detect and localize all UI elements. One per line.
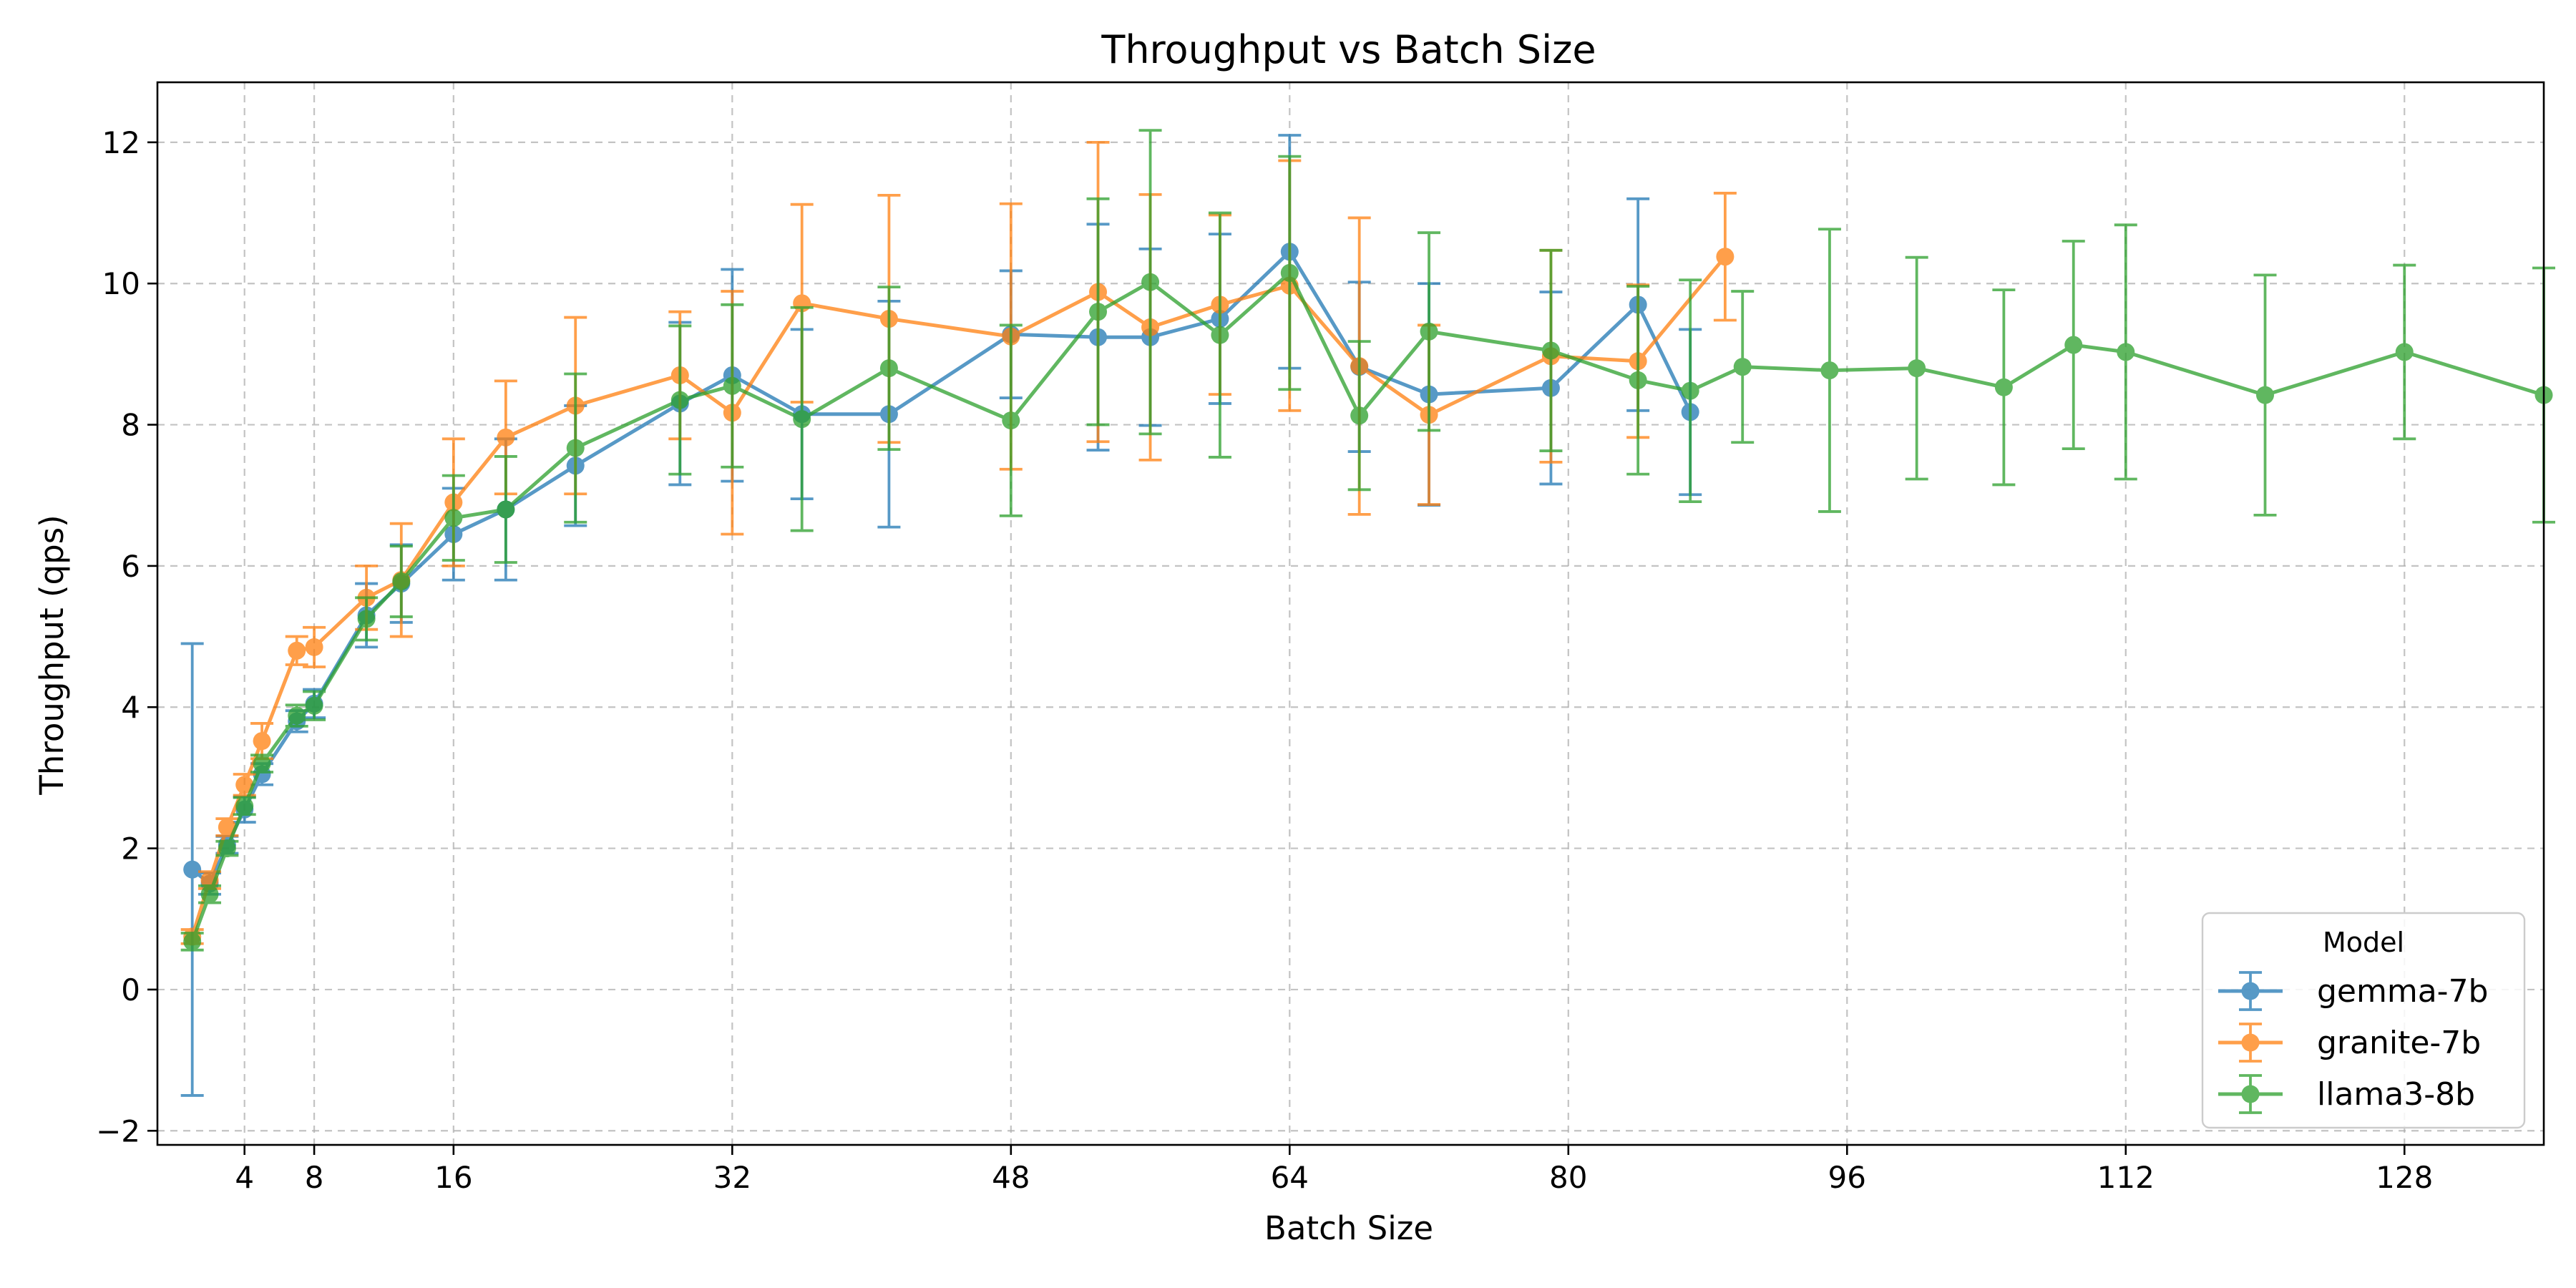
data-point: [357, 610, 376, 628]
y-tick-label: 0: [121, 972, 140, 1008]
x-tick-label: 64: [1271, 1160, 1309, 1195]
data-point: [1908, 359, 1926, 378]
x-tick-label: 80: [1549, 1160, 1587, 1195]
data-point: [1994, 378, 2013, 396]
plot-frame: [156, 81, 2545, 1146]
data-point: [497, 500, 515, 519]
legend-label: gemma-7b: [2317, 973, 2489, 1010]
x-tick-label: 96: [1828, 1160, 1866, 1195]
legend-handle: [2218, 971, 2283, 1011]
legend-label: llama3-8b: [2317, 1076, 2475, 1113]
x-tick-label: 4: [235, 1160, 254, 1195]
data-point: [305, 696, 323, 715]
legend-marker: [2241, 982, 2260, 1000]
y-tick-label: −2: [96, 1113, 140, 1148]
data-point: [1733, 358, 1752, 376]
y-axis-label: Throughput (qps): [33, 514, 71, 795]
grid-lines: [157, 82, 2544, 1145]
y-tick-label: 4: [121, 690, 140, 725]
data-point: [218, 839, 236, 858]
data-point: [1420, 322, 1438, 341]
data-point: [1681, 381, 1699, 400]
x-tick-label: 8: [305, 1160, 324, 1195]
data-point: [444, 509, 463, 527]
data-point: [305, 638, 323, 656]
y-tick-label: 2: [121, 831, 140, 867]
legend-label: granite-7b: [2317, 1025, 2481, 1061]
x-tick-label: 32: [713, 1160, 751, 1195]
y-tick-label: 10: [102, 266, 140, 301]
x-tick-label: 112: [2097, 1160, 2155, 1195]
data-point: [1820, 361, 1839, 380]
legend-handle: [2218, 1023, 2283, 1063]
x-tick-label: 48: [992, 1160, 1030, 1195]
data-point: [235, 776, 254, 794]
data-point: [218, 818, 236, 836]
data-point: [2256, 386, 2275, 404]
data-point: [1002, 411, 1020, 430]
x-axis-label: Batch Size: [1264, 1209, 1433, 1247]
x-tick-label: 128: [2376, 1160, 2433, 1195]
y-tick-label: 12: [102, 125, 140, 160]
data-point: [183, 932, 202, 951]
data-point: [288, 641, 306, 660]
legend-handle: [2218, 1074, 2283, 1114]
chart-title: Throughput vs Batch Size: [1101, 27, 1596, 72]
data-point: [1541, 341, 1560, 360]
data-point: [566, 439, 585, 457]
legend-entry-granite-7b: granite-7b: [2218, 1023, 2481, 1063]
legend-entry-llama3-8b: llama3-8b: [2218, 1074, 2475, 1114]
data-point: [183, 860, 202, 879]
data-point: [392, 572, 411, 591]
data-point: [253, 732, 271, 751]
data-point: [1629, 371, 1647, 389]
data-point: [2395, 343, 2414, 361]
data-point: [1141, 273, 1160, 291]
series-layer: [180, 129, 2555, 1097]
legend-marker: [2241, 1085, 2260, 1103]
data-point: [723, 376, 741, 395]
legend-marker: [2241, 1033, 2260, 1052]
data-point: [879, 359, 898, 378]
data-point: [1716, 248, 1735, 266]
data-point: [2064, 336, 2083, 354]
data-point: [1280, 263, 1299, 282]
legend: Model gemma-7b granite-7b llama3-8b: [2201, 912, 2526, 1129]
data-point: [1350, 406, 1369, 425]
data-point: [670, 391, 689, 409]
legend-entries: gemma-7b granite-7b llama3-8b: [2218, 971, 2489, 1114]
data-point: [288, 706, 306, 725]
data-point: [2117, 343, 2135, 361]
data-point: [253, 754, 271, 773]
x-tick-label: 16: [434, 1160, 472, 1195]
data-point: [497, 428, 515, 447]
data-point: [235, 796, 254, 815]
data-point: [793, 410, 811, 429]
y-tick-label: 8: [121, 408, 140, 443]
legend-box: [2201, 912, 2526, 1129]
data-point: [1211, 326, 1229, 344]
y-tick-label: 6: [121, 549, 140, 584]
legend-entry-gemma-7b: gemma-7b: [2218, 971, 2489, 1011]
data-point: [200, 885, 219, 904]
data-point: [1089, 303, 1108, 321]
legend-title: Model: [2323, 927, 2404, 958]
